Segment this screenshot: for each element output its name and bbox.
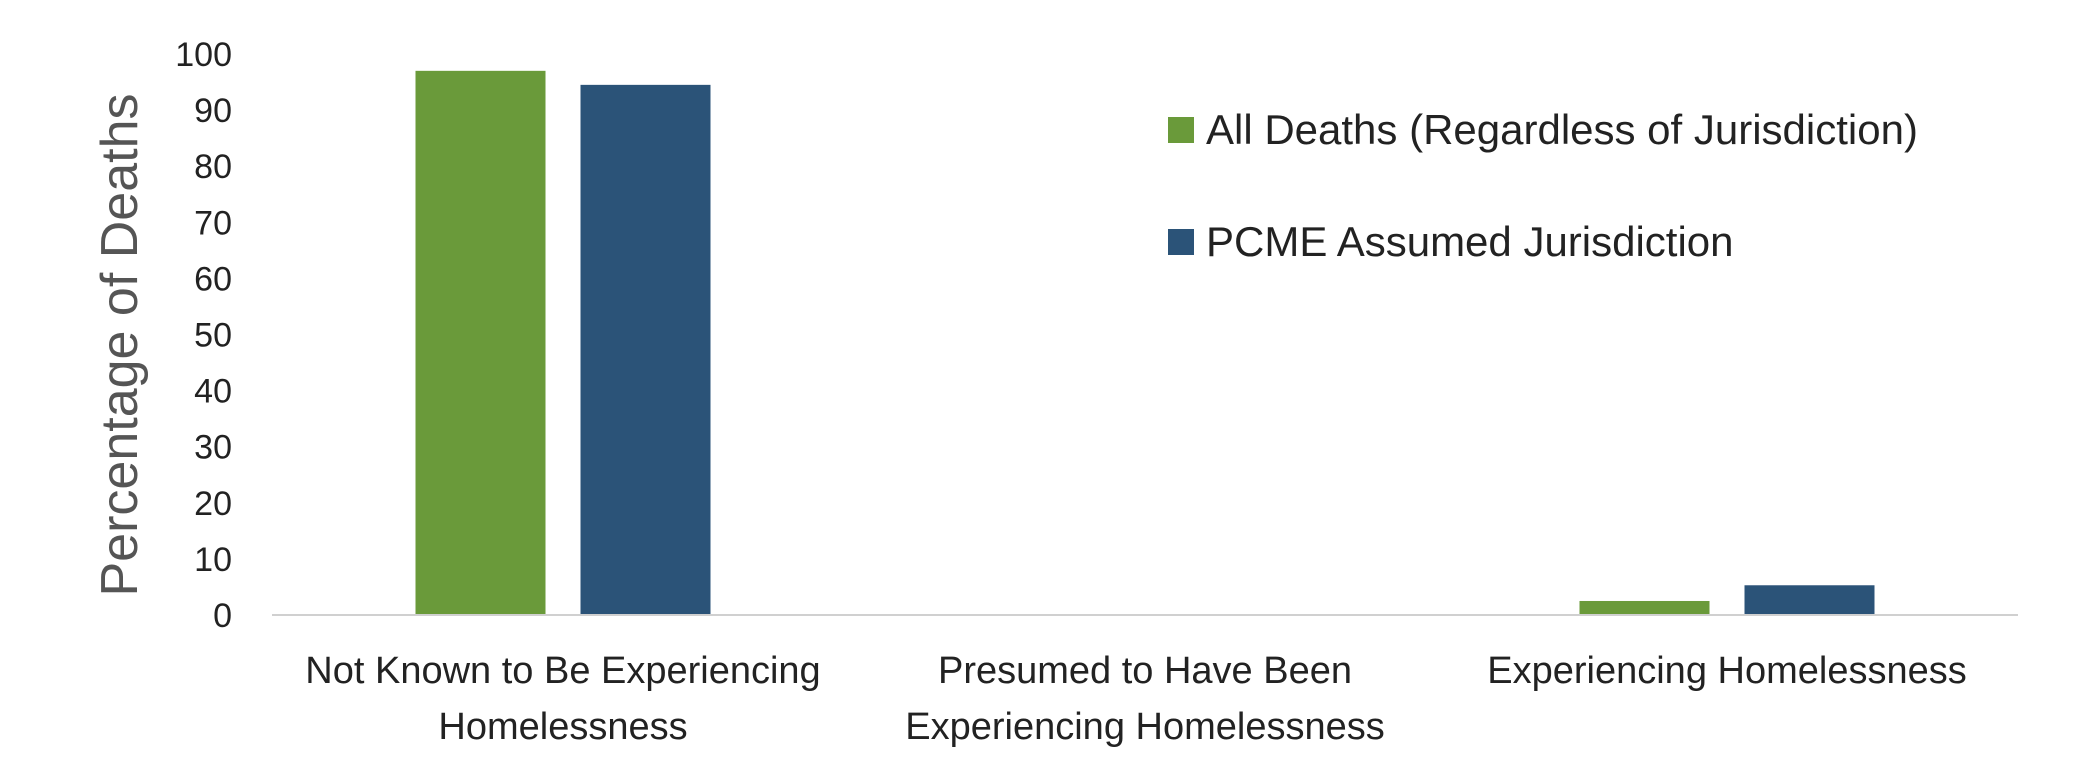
bar-all-deaths-0 (415, 70, 546, 615)
bar-pcme-0 (580, 84, 711, 616)
y-tick-label: 90 (194, 92, 232, 130)
legend-swatch (1168, 229, 1194, 255)
x-category-label: Presumed to Have Been (938, 650, 1352, 692)
legend-label: PCME Assumed Jurisdiction (1206, 218, 1734, 265)
x-category-label: Experiencing Homelessness (1487, 650, 1966, 692)
y-tick-label: 50 (194, 317, 232, 355)
x-category-label: Homelessness (438, 706, 687, 748)
legend-label: All Deaths (Regardless of Jurisdiction) (1206, 106, 1918, 153)
y-tick-label: 10 (194, 541, 232, 579)
y-tick-label: 80 (194, 148, 232, 186)
x-category-label: Experiencing Homelessness (905, 706, 1384, 748)
y-tick-label: 100 (175, 36, 232, 74)
y-tick-label: 20 (194, 485, 232, 523)
legend-swatch (1168, 117, 1194, 143)
y-tick-label: 40 (194, 373, 232, 411)
y-tick-label: 0 (213, 597, 232, 635)
bar-all-deaths-2 (1579, 600, 1710, 615)
y-tick-label: 70 (194, 204, 232, 242)
bars (415, 70, 1875, 616)
x-category-label: Not Known to Be Experiencing (305, 650, 820, 692)
y-tick-label: 60 (194, 260, 232, 298)
y-tick-label: 30 (194, 429, 232, 467)
legend: All Deaths (Regardless of Jurisdiction) P… (1168, 106, 1918, 265)
bar-pcme-2 (1744, 585, 1875, 615)
y-axis-title: Percentage of Deaths (91, 94, 149, 597)
x-axis: Not Known to Be Experiencing Homelessness… (305, 650, 1966, 748)
y-axis: 0 10 20 30 40 50 60 70 80 90 100 (175, 36, 232, 635)
